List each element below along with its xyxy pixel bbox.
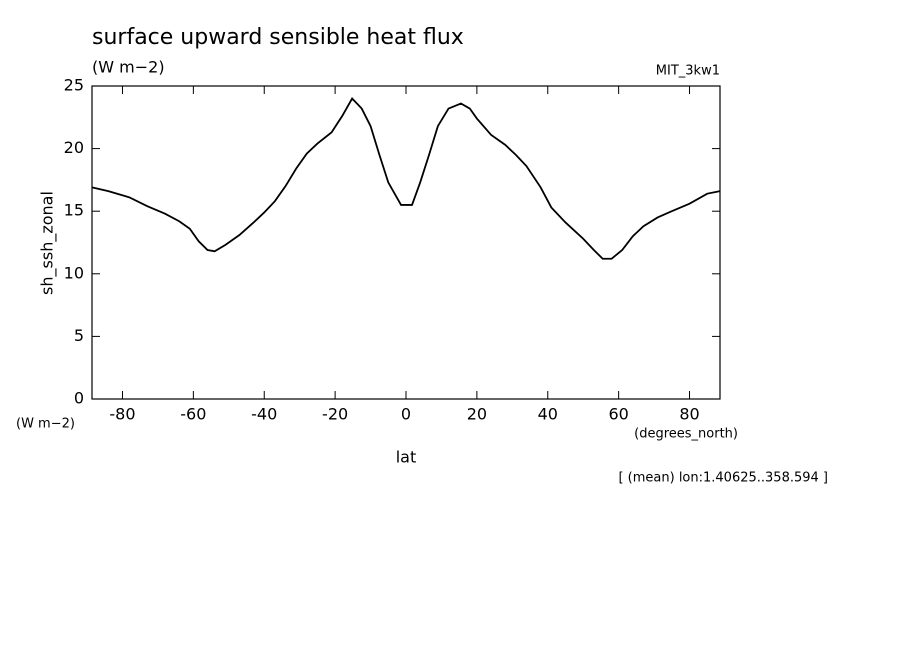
- x-tick-label: 80: [679, 405, 699, 424]
- y-axis-label: sh_ssh_zonal: [38, 191, 58, 295]
- x-axis-label: lat: [396, 448, 417, 467]
- data-line: [91, 97, 721, 260]
- y-tick-label: 0: [74, 389, 84, 408]
- y-tick-label: 10: [64, 263, 84, 282]
- chart-title: surface upward sensible heat flux: [92, 25, 464, 50]
- units: (W m−2): [92, 58, 165, 77]
- note: [ (mean) lon:1.40625..358.594 ]: [618, 471, 828, 486]
- x-tick-label: -40: [251, 405, 277, 424]
- x-tick-label: 60: [608, 405, 628, 424]
- x-tick-label: -80: [109, 405, 135, 424]
- x-tick-label: -20: [322, 405, 348, 424]
- y-tick-label: 15: [64, 201, 84, 220]
- y-tick-label: 20: [64, 138, 84, 157]
- model-label: MIT_3kw1: [656, 64, 720, 79]
- x-units: (degrees_north): [634, 427, 738, 442]
- plot-frame: [91, 85, 721, 400]
- x-tick-label: -60: [180, 405, 206, 424]
- x-tick-label: 20: [467, 405, 487, 424]
- y-tick-label: 25: [64, 76, 84, 95]
- x-tick-label: 40: [538, 405, 558, 424]
- x-tick-label: 0: [401, 405, 411, 424]
- y-tick-label: 5: [74, 326, 84, 345]
- y-units: (W m−2): [16, 417, 75, 432]
